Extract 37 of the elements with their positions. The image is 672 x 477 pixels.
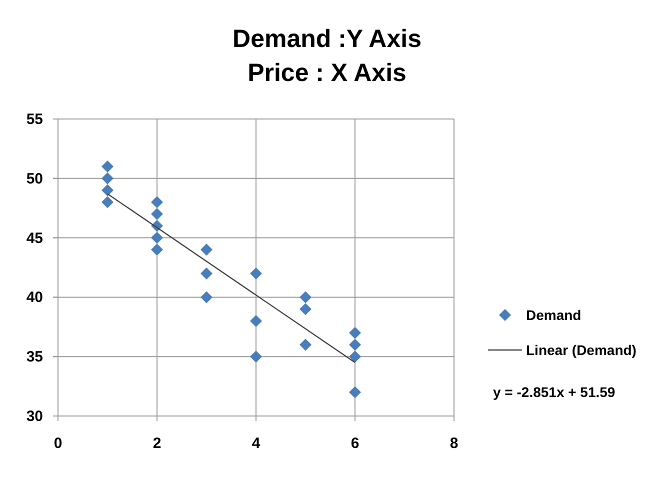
y-tick-label: 55 [26,111,43,128]
chart-subtitle: Price : X Axis [248,59,406,87]
x-tick-label: 4 [252,435,261,452]
y-tick-label: 30 [26,408,43,425]
point [102,184,114,196]
point [151,232,163,244]
point [250,314,262,327]
x-tick-label: 8 [450,435,458,452]
point [349,326,361,339]
point [151,196,163,208]
y-tick-label: 50 [26,170,43,188]
point [300,338,312,351]
point [102,196,114,208]
point [349,338,361,351]
point [102,160,114,173]
text: y = -2.851x + 51.59 [493,384,616,400]
point [200,244,212,256]
point [349,350,361,363]
y-tick-label: 40 [26,289,43,306]
x-tick-label: 2 [152,435,162,452]
legend-label: Demand [526,307,582,323]
point [200,291,212,304]
point [151,244,163,256]
chart-title: Demand :Y Axis [232,25,422,53]
y-tick-label: 35 [26,348,43,366]
point [151,208,163,220]
x-tick-label: 0 [54,435,62,452]
x-tick-label: 6 [350,435,360,452]
point [349,386,361,398]
point [250,267,262,280]
point [300,291,312,304]
point [200,267,212,280]
y-tick-label: 45 [26,230,43,247]
point [102,172,114,184]
legend-label: Linear (Demand) [526,342,636,358]
point [300,303,312,316]
point [250,350,262,363]
